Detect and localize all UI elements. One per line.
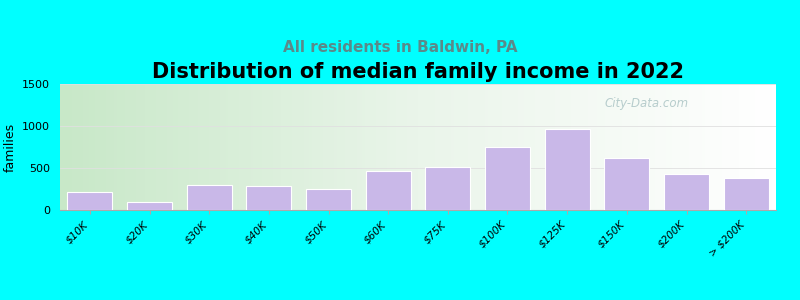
Bar <box>366 170 410 210</box>
Title: Distribution of median family income in 2022: Distribution of median family income in … <box>152 62 684 82</box>
Bar <box>605 158 650 210</box>
Bar <box>306 189 351 210</box>
Bar <box>186 185 231 210</box>
Bar <box>67 191 112 210</box>
Bar <box>545 128 590 210</box>
Bar <box>246 187 291 210</box>
Y-axis label: families: families <box>4 122 17 172</box>
Bar <box>724 178 769 210</box>
Bar <box>426 167 470 210</box>
Bar <box>127 202 172 210</box>
Bar <box>664 174 709 210</box>
Bar <box>485 147 530 210</box>
Text: City-Data.com: City-Data.com <box>604 97 688 110</box>
Text: All residents in Baldwin, PA: All residents in Baldwin, PA <box>282 40 518 56</box>
